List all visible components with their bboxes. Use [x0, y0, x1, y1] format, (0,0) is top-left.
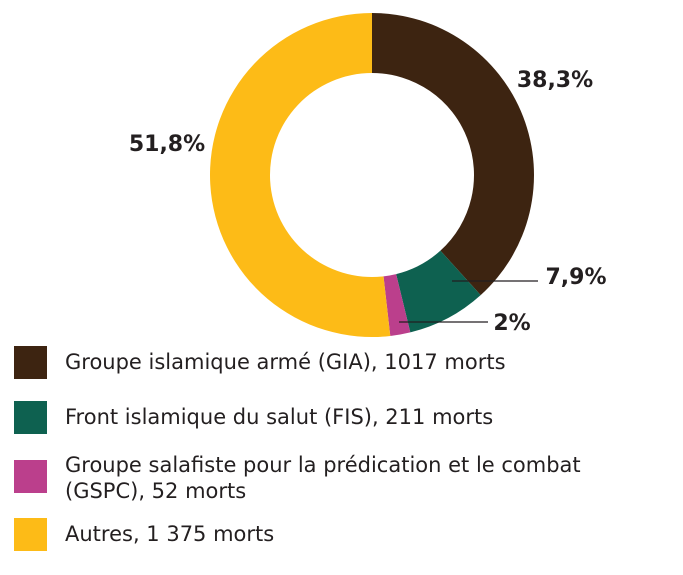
donut-slice-gspc — [383, 274, 411, 336]
donut-chart: 38,3% 7,9% 2% 51,8% — [129, 13, 607, 337]
value-labels: 38,3% 7,9% 2% 51,8% — [129, 68, 607, 336]
legend-swatch-gspc — [14, 460, 47, 493]
legend-label-autres: Autres, 1 375 morts — [65, 522, 275, 546]
legend-label-fis: Front islamique du salut (FIS), 211 mort… — [65, 405, 494, 429]
legend-item-autres: Autres, 1 375 morts — [14, 518, 274, 551]
legend-swatch-fis — [14, 401, 47, 434]
value-label-gia: 38,3% — [517, 68, 593, 93]
value-label-autres: 51,8% — [129, 132, 205, 157]
value-label-fis: 7,9% — [545, 265, 606, 290]
legend-swatch-autres — [14, 518, 47, 551]
value-label-gspc: 2% — [493, 311, 530, 336]
donut-slice-gia — [372, 13, 534, 296]
leader-lines — [399, 280, 538, 323]
legend-swatch-gia — [14, 346, 47, 379]
legend-item-gspc: Groupe salafiste pour la prédication et … — [14, 453, 581, 504]
donut-slice-autres — [210, 13, 391, 337]
donut-slice-fis — [396, 250, 481, 333]
legend-item-fis: Front islamique du salut (FIS), 211 mort… — [14, 401, 493, 434]
legend-label-gia: Groupe islamique armé (GIA), 1017 morts — [65, 350, 506, 374]
legend-item-gia: Groupe islamique armé (GIA), 1017 morts — [14, 346, 506, 379]
donut-slices — [210, 13, 534, 337]
legend-label-gspc: Groupe salafiste pour la prédication et … — [65, 453, 581, 503]
